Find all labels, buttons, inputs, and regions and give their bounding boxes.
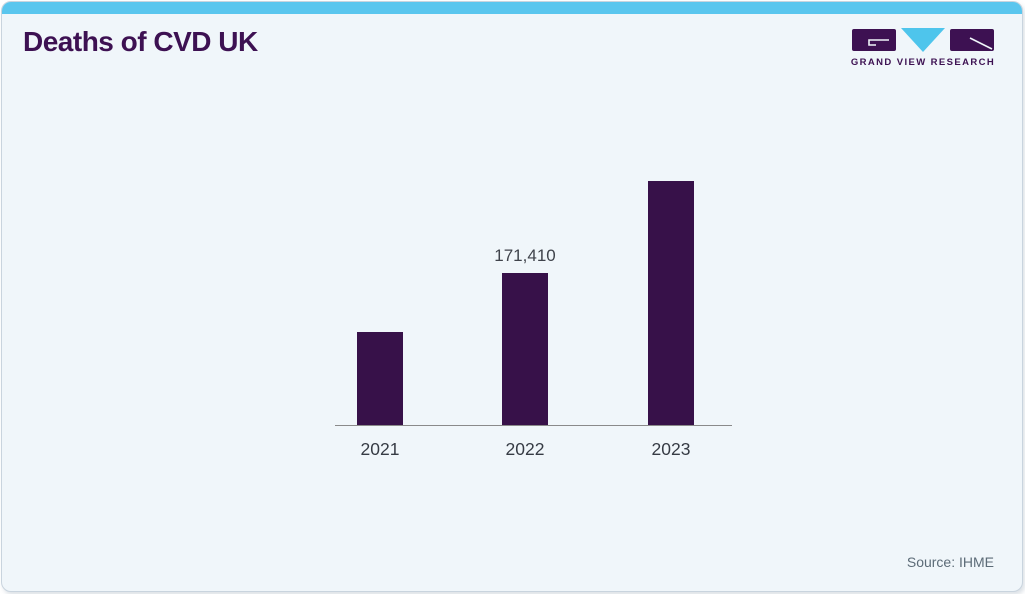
gvr-logo-text: GRAND VIEW RESEARCH <box>850 57 996 68</box>
x-tick-label-2022: 2022 <box>505 439 545 459</box>
gvr-logo-icon <box>852 28 994 52</box>
bar-2022 <box>502 273 548 425</box>
bar-value-label-2022: 171,410 <box>494 246 556 265</box>
bar-group-2023 <box>648 181 694 425</box>
bar-2023 <box>648 181 694 425</box>
gvr-logo: GRAND VIEW RESEARCH <box>850 28 996 68</box>
source-note: Source: IHME <box>906 554 994 570</box>
bar-2021 <box>357 332 403 425</box>
bar-chart: 171,410 2021 2022 2023 <box>335 146 732 459</box>
accent-bar <box>2 2 1022 14</box>
x-tick-label-2021: 2021 <box>360 439 400 459</box>
bar-group-2022: 171,410 <box>494 246 556 425</box>
x-tick-label-2023: 2023 <box>651 439 691 459</box>
x-axis-line <box>335 424 732 426</box>
page-title: Deaths of CVD UK <box>23 26 258 57</box>
bar-group-2021 <box>357 332 403 425</box>
